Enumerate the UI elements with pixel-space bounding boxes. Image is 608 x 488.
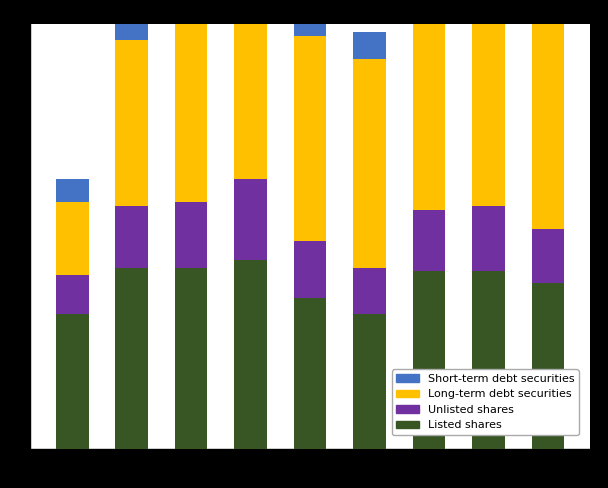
Bar bbox=[353, 314, 386, 449]
Bar bbox=[531, 0, 564, 24]
Bar bbox=[56, 275, 89, 314]
Bar bbox=[174, 0, 207, 5]
Bar bbox=[294, 299, 326, 449]
Bar bbox=[174, 202, 207, 267]
Bar bbox=[116, 1, 148, 40]
Bar bbox=[56, 179, 89, 202]
Legend: Short-term debt securities, Long-term debt securities, Unlisted shares, Listed s: Short-term debt securities, Long-term de… bbox=[392, 369, 579, 435]
Bar bbox=[116, 40, 148, 206]
Bar bbox=[413, 0, 446, 210]
Bar bbox=[294, 36, 326, 241]
Bar bbox=[234, 260, 267, 449]
Bar bbox=[413, 271, 446, 449]
Bar bbox=[472, 0, 505, 206]
Bar bbox=[294, 241, 326, 299]
Bar bbox=[294, 0, 326, 36]
Bar bbox=[56, 202, 89, 275]
Bar bbox=[353, 32, 386, 59]
Bar bbox=[116, 267, 148, 449]
Bar bbox=[116, 206, 148, 267]
Bar bbox=[174, 5, 207, 202]
Bar bbox=[531, 229, 564, 283]
Bar bbox=[472, 206, 505, 271]
Bar bbox=[56, 314, 89, 449]
Bar bbox=[531, 283, 564, 449]
Bar bbox=[234, 0, 267, 179]
Bar bbox=[531, 24, 564, 229]
Bar bbox=[353, 267, 386, 314]
Bar bbox=[413, 210, 446, 271]
Bar bbox=[353, 59, 386, 267]
Bar bbox=[174, 267, 207, 449]
Bar bbox=[234, 179, 267, 260]
Bar bbox=[472, 271, 505, 449]
